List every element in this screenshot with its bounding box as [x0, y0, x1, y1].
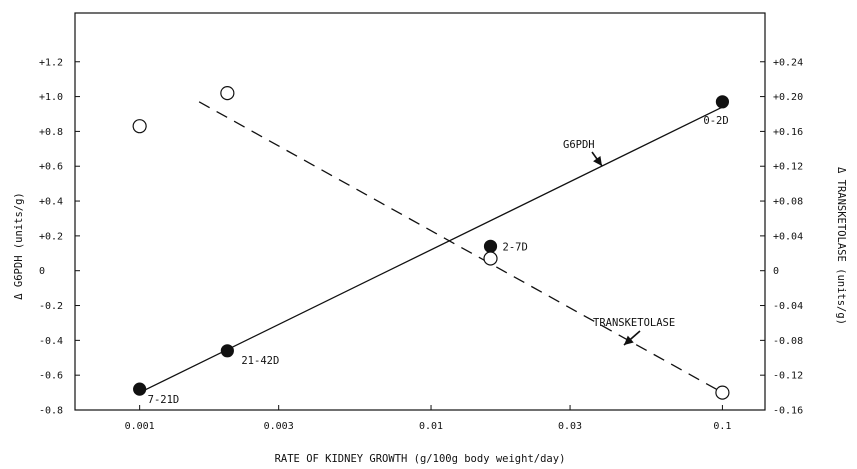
y-right-tick-label: +0.08 — [773, 197, 803, 208]
g6pdh-point — [133, 382, 147, 396]
x-tick-label: 0.01 — [419, 421, 443, 432]
transketolase-point — [483, 251, 498, 266]
data-points — [132, 85, 730, 400]
annotation-label: G6PDH — [563, 139, 595, 151]
y-left-tick-label: -0.8 — [39, 406, 63, 417]
fit-lines — [139, 101, 723, 394]
y-left-tick-label: +0.8 — [39, 127, 63, 138]
y-right-tick-label: +0.24 — [773, 57, 803, 68]
y-left-tick-label: 0 — [39, 266, 45, 277]
arrow-head-icon — [593, 156, 602, 166]
x-axis-title: RATE OF KIDNEY GROWTH (g/100g body weigh… — [275, 453, 566, 465]
y-left-axis-ticks: -0.8 -0.6 -0.4 -0.2 0 +0.2 +0.4 +0.6 +0.8 +1.0 +1.… — [39, 57, 80, 417]
g6pdh-point — [483, 239, 498, 253]
point-label: 2-7D — [503, 241, 528, 253]
y-left-tick-label: +1.2 — [39, 57, 63, 68]
y-left-tick-label: +0.4 — [39, 197, 63, 208]
y-left-tick-label: -0.4 — [39, 336, 63, 347]
annotations: G6PDH TRANSKETOLASE — [563, 139, 675, 346]
y-right-tick-label: -0.04 — [773, 301, 803, 312]
g6pdh-fit-line — [139, 106, 723, 394]
y-right-tick-label: +0.20 — [773, 92, 803, 103]
point-label: 7-21D — [148, 394, 180, 406]
x-tick-label: 0.03 — [558, 421, 582, 432]
y-left-axis-title: Δ G6PDH (units/g) — [13, 192, 25, 299]
point-label: 21-42D — [241, 355, 279, 367]
x-tick-label: 0.003 — [264, 421, 294, 432]
y-left-tick-label: +0.6 — [39, 162, 63, 173]
annotation-label: TRANSKETOLASE — [593, 317, 675, 329]
y-left-tick-label: -0.6 — [39, 371, 63, 382]
arrow-head-icon — [624, 335, 634, 345]
transketolase-point — [220, 85, 235, 101]
plot-frame — [74, 12, 766, 411]
y-left-tick-label: +0.2 — [39, 231, 63, 242]
y-left-tick-label: -0.2 — [39, 301, 63, 312]
y-right-tick-label: +0.12 — [773, 162, 803, 173]
point-labels: 0-2D 2-7D 21-42D 7-21D — [148, 115, 729, 406]
y-right-tick-label: -0.16 — [773, 406, 803, 417]
y-right-tick-label: -0.08 — [773, 336, 803, 347]
y-left-tick-label: +1.0 — [39, 92, 63, 103]
x-tick-label: 0.1 — [713, 421, 731, 432]
g6pdh-point — [715, 95, 730, 109]
point-label: 0-2D — [703, 115, 728, 127]
transketolase-point — [132, 119, 147, 134]
g6pdh-point — [220, 344, 234, 358]
y-right-tick-label: -0.12 — [773, 371, 803, 382]
y-right-axis-ticks: -0.16 -0.12 -0.08 -0.04 0 +0.04 +0.08 +0.12 +0.1… — [760, 57, 803, 417]
x-tick-label: 0.001 — [125, 421, 155, 432]
y-right-tick-label: +0.16 — [773, 127, 803, 138]
y-right-axis-title: Δ TRANSKETOLASE (units/g) — [835, 167, 847, 325]
transketolase-point — [715, 385, 730, 400]
x-axis-ticks: 0.001 0.003 0.01 0.03 0.1 — [125, 405, 731, 432]
y-right-tick-label: 0 — [773, 266, 779, 277]
y-right-tick-label: +0.04 — [773, 231, 803, 242]
